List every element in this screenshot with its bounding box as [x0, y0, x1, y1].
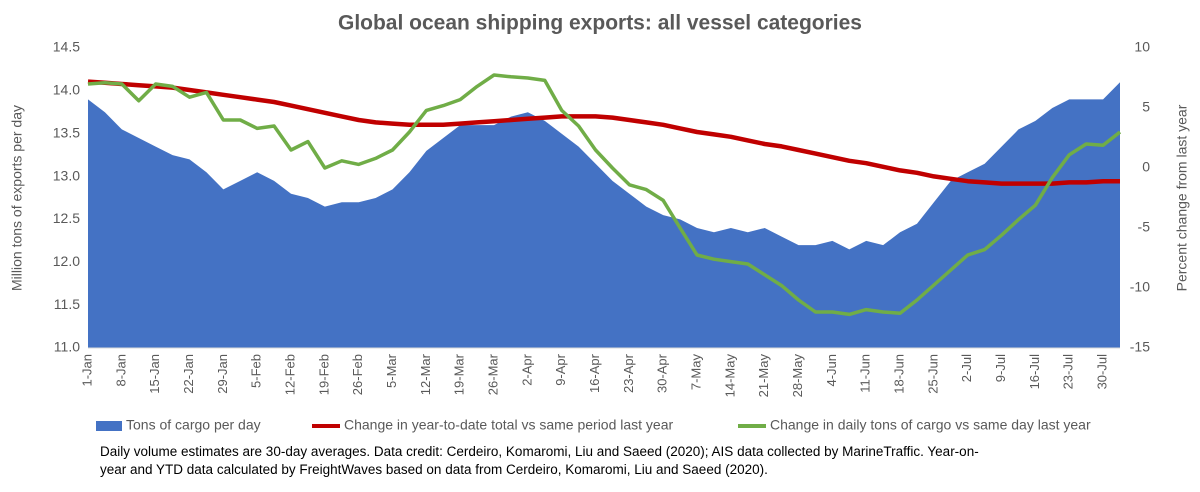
legend-swatch: [96, 421, 122, 431]
y-tick-label: 13.0: [53, 167, 80, 183]
y2-tick-label: -15: [1130, 339, 1150, 355]
x-tick-label: 23-Apr: [621, 353, 636, 393]
x-tick-label: 16-Jul: [1027, 354, 1042, 390]
y-tick-label: 14.5: [53, 39, 80, 55]
y-tick-label: 11.5: [54, 296, 80, 312]
x-tick-label: 19-Mar: [452, 353, 467, 395]
x-tick-label: 9-Apr: [553, 353, 568, 385]
y-tick-label: 13.5: [53, 124, 80, 140]
chart-title: Global ocean shipping exports: all vesse…: [338, 12, 862, 35]
x-tick-label: 15-Jan: [147, 354, 162, 394]
y-tick-label: 12.5: [53, 210, 80, 226]
x-tick-label: 28-May: [790, 354, 805, 398]
legend-label: Change in year-to-date total vs same per…: [344, 417, 674, 433]
x-tick-label: 18-Jun: [892, 354, 907, 394]
x-tick-label: 14-May: [722, 354, 737, 398]
x-tick-label: 29-Jan: [215, 354, 230, 394]
x-tick-label: 21-May: [756, 354, 771, 398]
chart: Global ocean shipping exports: all vesse…: [9, 12, 1190, 433]
x-tick-label: 22-Jan: [181, 354, 196, 394]
area: [88, 82, 1120, 349]
x-tick-label: 26-Mar: [485, 353, 500, 395]
legend-label: Tons of cargo per day: [126, 417, 261, 433]
x-tick-label: 25-Jun: [925, 354, 940, 394]
footnote: Daily volume estimates are 30-day averag…: [100, 444, 979, 477]
y2-tick-label: -10: [1130, 279, 1150, 295]
x-tick-label: 23-Jul: [1061, 354, 1076, 390]
x-tick-label: 5-Mar: [384, 353, 399, 388]
y2-tick-label: 0: [1142, 159, 1150, 175]
x-tick-label: 12-Mar: [418, 353, 433, 395]
y2-tick-label: 10: [1134, 39, 1150, 55]
y-tick-label: 14.0: [53, 82, 80, 98]
x-tick-label: 5-Feb: [249, 354, 264, 388]
x-tick-label: 1-Jan: [79, 354, 94, 387]
x-tick-label: 7-May: [688, 354, 703, 391]
y-axis-label: Million tons of exports per day: [9, 105, 25, 291]
legend-label: Change in daily tons of cargo vs same da…: [770, 417, 1091, 433]
x-tick-label: 30-Apr: [655, 353, 670, 393]
x-tick-label: 2-Apr: [519, 353, 534, 385]
y2-axis-label: Percent change from last year: [1174, 104, 1190, 291]
x-tick-label: 26-Feb: [350, 354, 365, 395]
x-tick-label: 16-Apr: [587, 353, 602, 393]
x-tick-label: 11-Jun: [858, 354, 873, 393]
x-tick-label: 19-Feb: [316, 354, 331, 395]
x-tick-label: 2-Jul: [959, 354, 974, 382]
y-tick-label: 11.0: [54, 339, 80, 355]
x-tick-label: 12-Feb: [282, 354, 297, 395]
x-tick-label: 9-Jul: [993, 354, 1008, 382]
x-tick-label: 4-Jun: [824, 354, 839, 387]
y2-tick-label: -5: [1138, 219, 1151, 235]
line: [87, 73, 1122, 317]
y2-tick-label: 5: [1142, 99, 1150, 115]
x-tick-label: 8-Jan: [113, 354, 128, 387]
line: [87, 79, 1120, 186]
x-tick-label: 30-Jul: [1095, 354, 1110, 390]
y-tick-label: 12.0: [53, 253, 80, 269]
